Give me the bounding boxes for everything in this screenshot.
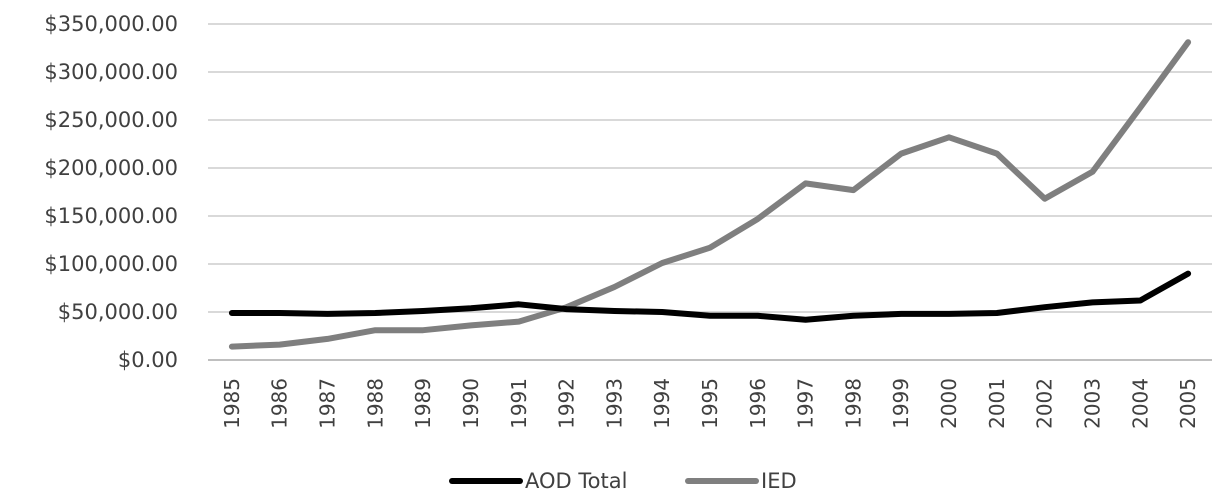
x-tick-label: 1989 xyxy=(411,378,435,429)
y-tick-label: $50,000.00 xyxy=(58,300,178,324)
x-tick-label: 1997 xyxy=(794,378,818,429)
x-tick-label: 1986 xyxy=(268,378,292,429)
x-tick-label: 1987 xyxy=(316,378,340,429)
y-tick-label: $350,000.00 xyxy=(44,12,178,36)
x-axis-tick-labels: 1985 1986 1987 1988 1989 1990 1991 1992 1993 1994… xyxy=(220,378,1200,429)
x-tick-label: 2003 xyxy=(1080,378,1104,429)
x-tick-label: 1993 xyxy=(602,378,626,429)
x-tick-label: 2001 xyxy=(985,378,1009,429)
y-tick-label: $200,000.00 xyxy=(44,156,178,180)
legend-label-aod-total: AOD Total xyxy=(525,469,627,493)
x-tick-label: 1999 xyxy=(889,378,913,429)
y-axis-tick-labels: $0.00 $50,000.00 $100,000.00 $150,000.00 $20… xyxy=(44,12,178,372)
x-tick-label: 2004 xyxy=(1128,378,1152,429)
x-tick-label: 1990 xyxy=(459,378,483,429)
x-tick-label: 2000 xyxy=(937,378,961,429)
x-tick-label: 1994 xyxy=(650,378,674,429)
x-tick-label: 1991 xyxy=(507,378,531,429)
x-tick-label: 1998 xyxy=(841,378,865,429)
series-lines xyxy=(228,39,1192,350)
series-line-ied xyxy=(228,39,1192,350)
x-tick-label: 2005 xyxy=(1176,378,1200,429)
x-tick-label: 1995 xyxy=(698,378,722,429)
x-tick-label: 1992 xyxy=(555,378,579,429)
y-tick-label: $300,000.00 xyxy=(44,60,178,84)
x-tick-label: 1985 xyxy=(220,378,244,429)
x-tick-label: 1988 xyxy=(363,378,387,429)
legend: AOD Total IED xyxy=(449,469,797,493)
x-tick-label: 2002 xyxy=(1033,378,1057,429)
series-line-aod-total xyxy=(228,270,1192,323)
x-tick-label: 1996 xyxy=(746,378,770,429)
y-tick-label: $150,000.00 xyxy=(44,204,178,228)
y-tick-label: $250,000.00 xyxy=(44,108,178,132)
legend-label-ied: IED xyxy=(761,469,797,493)
y-tick-label: $100,000.00 xyxy=(44,252,178,276)
y-tick-label: $0.00 xyxy=(118,348,178,372)
